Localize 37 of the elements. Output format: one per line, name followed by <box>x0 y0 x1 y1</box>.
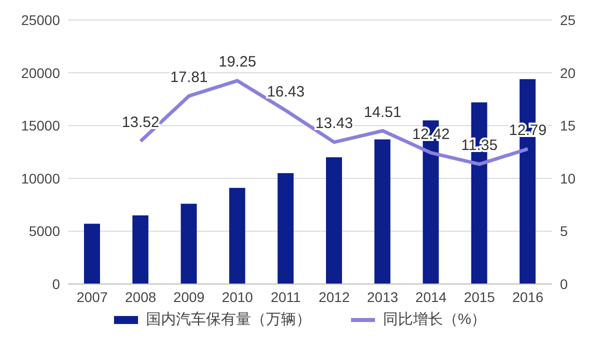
y2-tick-label: 25 <box>560 12 576 28</box>
data-label: 14.51 <box>364 104 402 121</box>
x-tick-label: 2009 <box>173 288 205 305</box>
y-tick-label: 10000 <box>21 170 60 186</box>
legend-label: 国内汽车保有量（万辆） <box>146 310 311 329</box>
y2-tick-label: 10 <box>560 170 576 186</box>
x-tick-label: 2011 <box>270 288 302 305</box>
y2-tick-label: 15 <box>560 118 576 134</box>
data-label: 17.81 <box>170 68 208 86</box>
y-tick-label: 20000 <box>21 64 60 81</box>
x-tick-label: 2014 <box>415 288 447 305</box>
x-tick-label: 2015 <box>464 288 496 305</box>
data-label: 13.43 <box>315 115 353 132</box>
y2-tick-label: 20 <box>560 64 576 81</box>
bar <box>180 204 197 284</box>
data-label: 19.25 <box>218 54 256 71</box>
y2-tick-label: 5 <box>560 223 568 240</box>
data-label: 16.43 <box>267 84 305 100</box>
bar <box>326 157 342 284</box>
y-tick-label: 25000 <box>21 12 60 28</box>
y-tick-label: 0 <box>52 276 60 292</box>
y2-tick-label: 0 <box>560 276 568 292</box>
x-tick-label: 2016 <box>512 288 544 305</box>
x-tick-label: 2008 <box>125 288 156 305</box>
legend-label: 同比增长（%） <box>382 310 486 329</box>
y-tick-label: 15000 <box>21 118 60 134</box>
bar <box>374 139 390 284</box>
bar <box>132 215 148 284</box>
bar <box>84 224 100 284</box>
bar <box>278 173 294 284</box>
bar <box>229 188 246 284</box>
x-tick-label: 2007 <box>76 288 108 305</box>
y-tick-label: 5000 <box>28 223 60 240</box>
x-tick-label: 2013 <box>367 288 398 305</box>
x-tick-label: 2012 <box>318 288 350 305</box>
data-label: 13.52 <box>122 114 160 132</box>
x-tick-label: 2010 <box>222 288 254 305</box>
